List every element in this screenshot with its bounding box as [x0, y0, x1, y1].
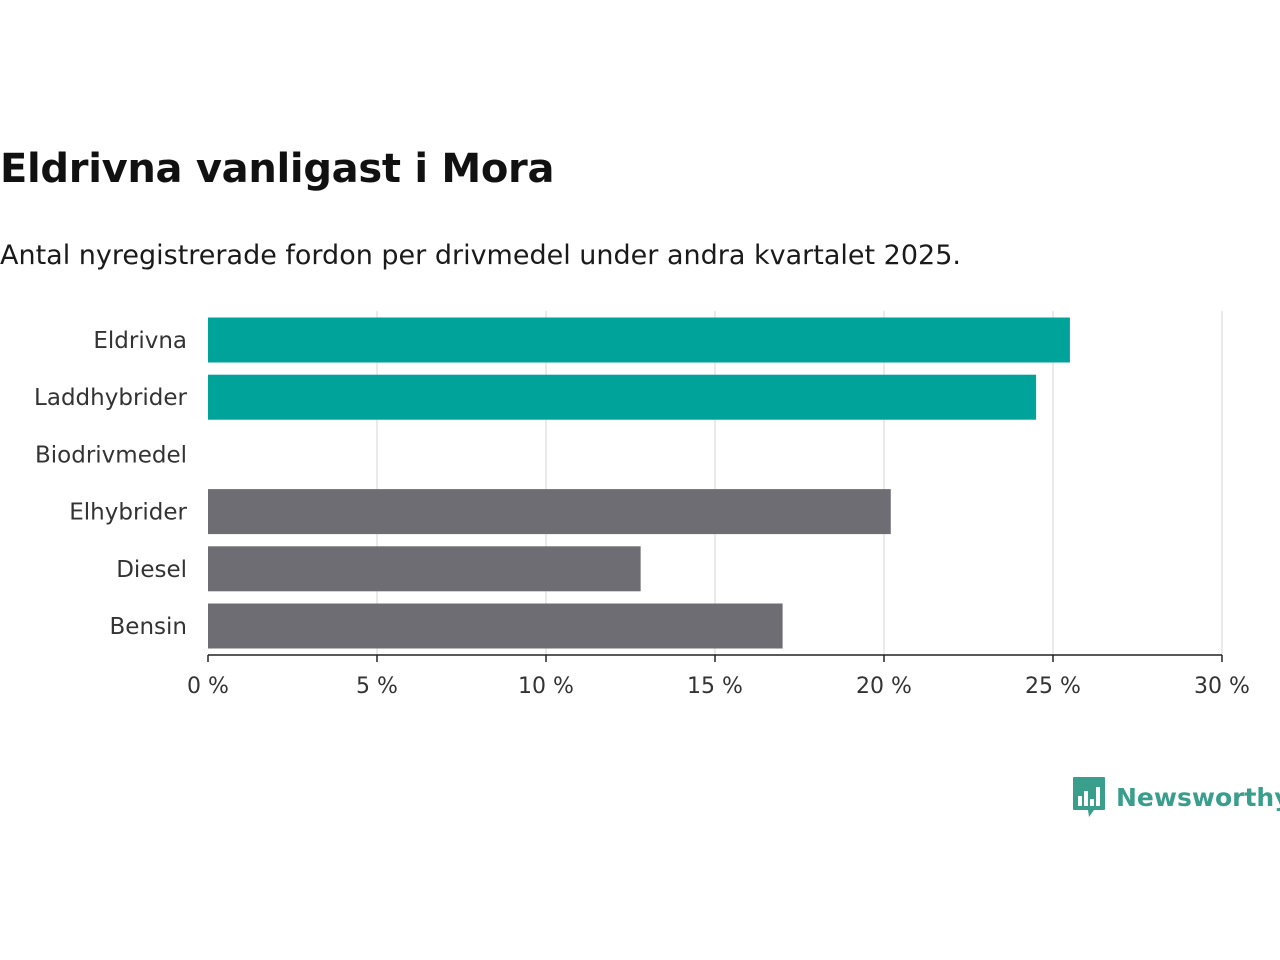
chart-subtitle: Antal nyregistrerade fordon per drivmede…: [0, 240, 961, 271]
category-label: Laddhybrider: [34, 385, 187, 411]
x-tick-label: 10 %: [518, 674, 574, 699]
x-tick-label: 5 %: [356, 674, 398, 699]
bar-chart-speech-bubble-icon: [1073, 777, 1105, 817]
category-label: Elhybrider: [69, 500, 187, 526]
category-label: Bensin: [110, 614, 187, 640]
x-tick-label: 30 %: [1194, 674, 1250, 699]
x-tick-label: 20 %: [856, 674, 912, 699]
x-tick-label: 0 %: [187, 674, 229, 699]
bar-laddhybrider: [208, 374, 1037, 420]
category-label: Diesel: [116, 557, 187, 583]
brand-logo: Newsworthy: [1072, 776, 1280, 818]
bar-eldrivna: [208, 317, 1070, 363]
chart-title: Eldrivna vanligast i Mora: [0, 146, 555, 192]
x-tick-label: 15 %: [687, 674, 743, 699]
x-tick-label: 25 %: [1025, 674, 1081, 699]
bar-diesel: [208, 546, 641, 592]
category-label: Eldrivna: [93, 328, 187, 354]
brand-name: Newsworthy: [1116, 782, 1280, 812]
bar-bensin: [208, 603, 783, 649]
category-label: Biodrivmedel: [35, 442, 187, 468]
bar-elhybrider: [208, 489, 891, 535]
